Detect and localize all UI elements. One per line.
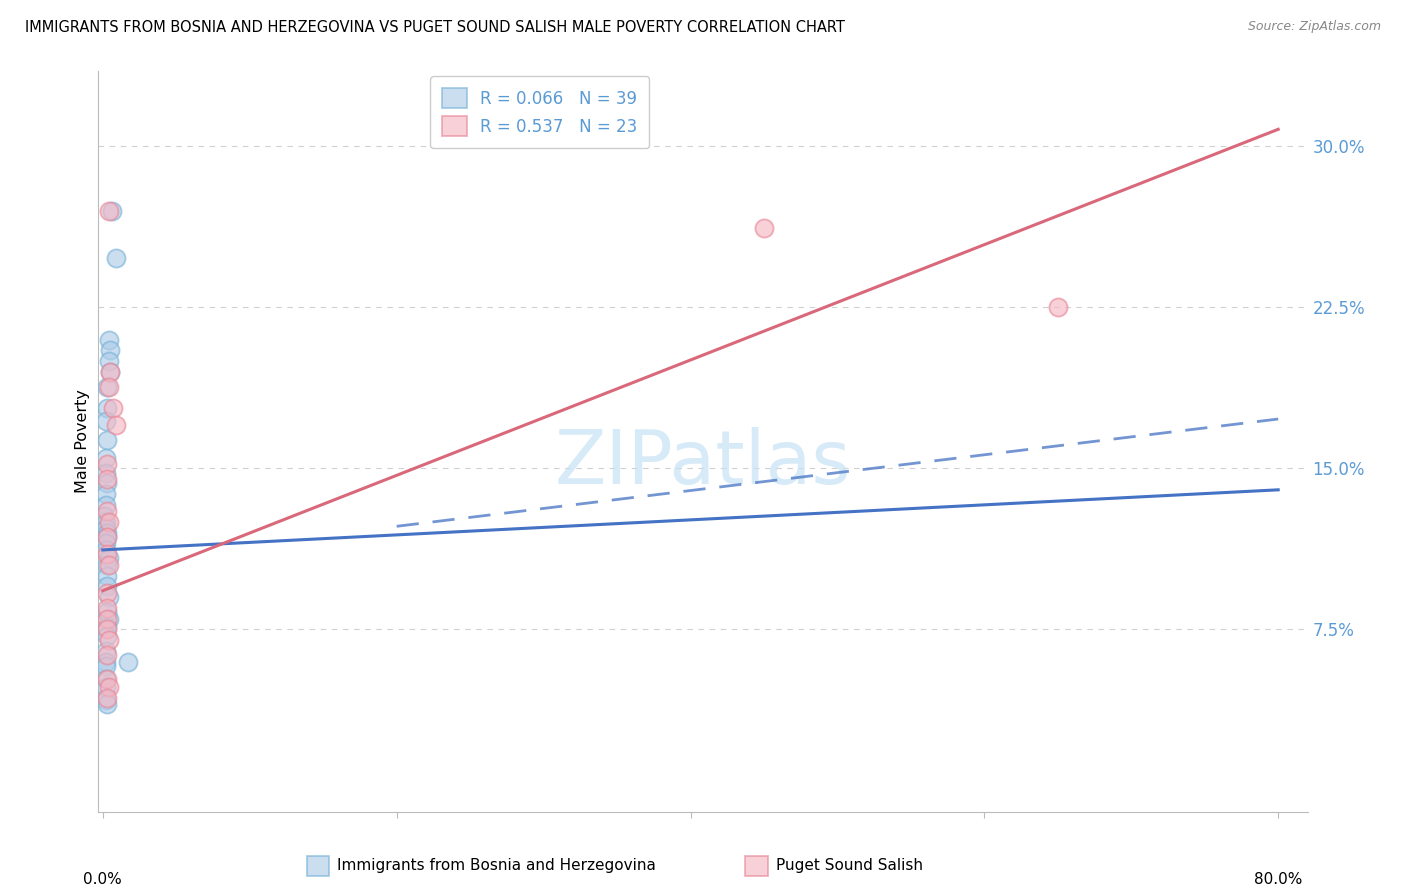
Point [94, 680, 117, 694]
Point [96, 629, 118, 643]
Y-axis label: Male Poverty: Male Poverty [75, 390, 90, 493]
Point [96, 623, 118, 637]
Point [94, 450, 117, 465]
Point [98, 365, 121, 379]
Point [94, 655, 117, 669]
Point [94, 487, 117, 501]
Point [96, 605, 118, 619]
Text: ZIPatlas: ZIPatlas [555, 427, 851, 500]
Point [96, 648, 118, 662]
Point [97, 515, 120, 529]
Point [97, 680, 120, 694]
Point [105, 251, 128, 265]
Point [93, 508, 115, 523]
Point [98, 343, 121, 358]
Point [97, 611, 120, 625]
Point [94, 658, 117, 673]
Point [100, 203, 122, 218]
Point [96, 568, 118, 582]
Point [96, 457, 118, 471]
Point [97, 203, 120, 218]
Point [96, 530, 118, 544]
Point [97, 380, 120, 394]
Point [117, 655, 139, 669]
Point [96, 401, 118, 416]
Point [94, 515, 117, 529]
Point [96, 525, 118, 540]
Point [96, 586, 118, 600]
Point [94, 644, 117, 658]
Point [96, 611, 118, 625]
Point [94, 536, 117, 550]
Text: IMMIGRANTS FROM BOSNIA AND HERZEGOVINA VS PUGET SOUND SALISH MALE POVERTY CORREL: IMMIGRANTS FROM BOSNIA AND HERZEGOVINA V… [25, 20, 845, 35]
Text: Puget Sound Salish: Puget Sound Salish [776, 858, 924, 873]
Point [96, 504, 118, 518]
Point [96, 672, 118, 686]
Point [97, 551, 120, 566]
Point [96, 434, 118, 448]
Point [96, 620, 118, 634]
Point [97, 354, 120, 368]
Point [97, 558, 120, 572]
Point [94, 498, 117, 512]
Point [96, 380, 118, 394]
Point [96, 579, 118, 593]
Point [97, 333, 120, 347]
Point [94, 542, 117, 557]
Point [94, 693, 117, 707]
Point [105, 418, 128, 433]
Point [94, 521, 117, 535]
Point [752, 221, 775, 235]
Point [96, 476, 118, 491]
Point [94, 466, 117, 480]
Text: 80.0%: 80.0% [1254, 871, 1302, 887]
Point [96, 600, 118, 615]
Point [1046, 301, 1069, 315]
Point [96, 558, 118, 572]
Legend: R = 0.066   N = 39, R = 0.537   N = 23: R = 0.066 N = 39, R = 0.537 N = 23 [430, 77, 650, 148]
Point [96, 530, 118, 544]
Point [97, 590, 120, 604]
Point [97, 633, 120, 648]
Text: Immigrants from Bosnia and Herzegovina: Immigrants from Bosnia and Herzegovina [337, 858, 657, 873]
Text: 0.0%: 0.0% [83, 871, 122, 887]
Point [96, 472, 118, 486]
Text: Source: ZipAtlas.com: Source: ZipAtlas.com [1247, 20, 1381, 33]
Point [96, 698, 118, 712]
Point [94, 414, 117, 428]
Point [101, 401, 124, 416]
Point [94, 672, 117, 686]
Point [98, 365, 121, 379]
Point [96, 547, 118, 561]
Point [96, 690, 118, 705]
